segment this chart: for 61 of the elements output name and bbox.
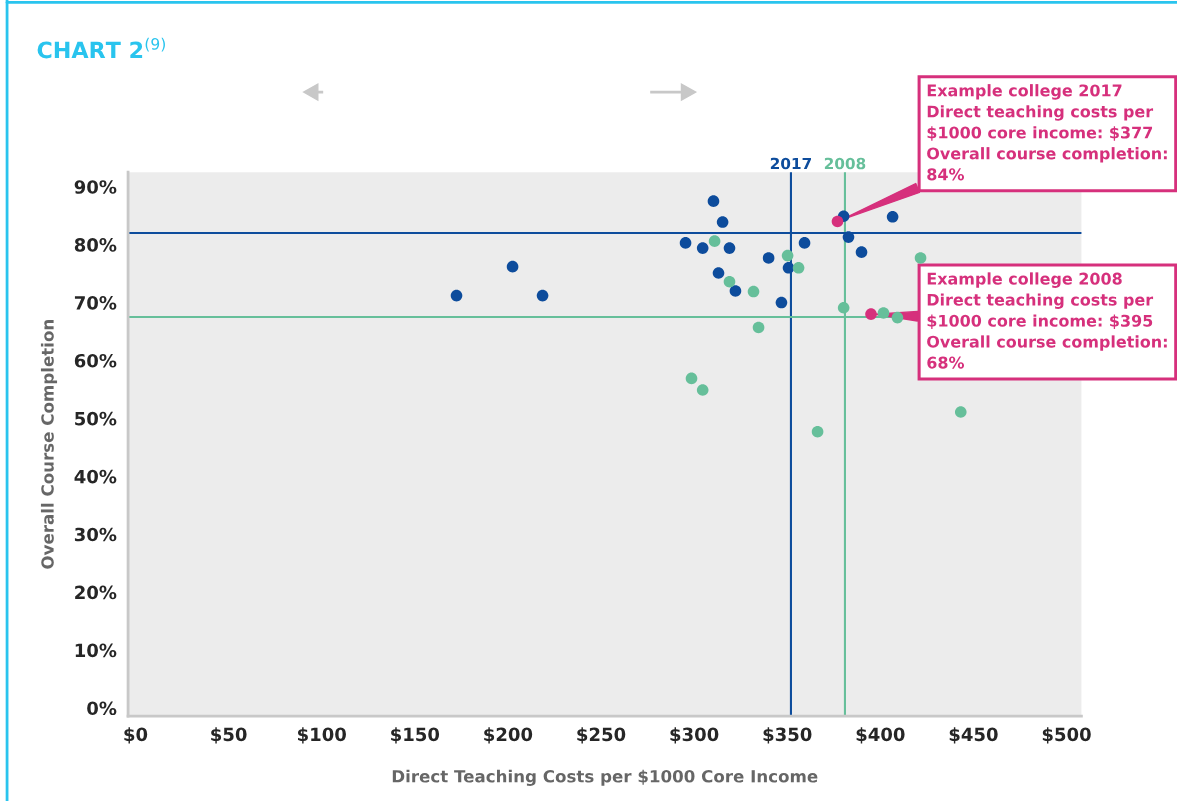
y-tick-label: 80%	[74, 238, 117, 252]
point	[696, 242, 709, 254]
point	[716, 216, 729, 228]
point	[837, 301, 850, 314]
y-tick-label: 90%	[74, 180, 117, 194]
point	[781, 249, 794, 262]
x-tick-label: $450	[949, 727, 998, 744]
x-tick-label: $300	[670, 727, 719, 744]
x-tick-label: $150	[391, 727, 440, 744]
y-tick-label: 50%	[75, 411, 117, 426]
annotation: Example college 2008 Direct teaching costs per $1000 core income: $395 Overall course completion: 68%	[927, 272, 1167, 369]
point	[886, 211, 899, 223]
point	[855, 246, 868, 258]
point	[877, 307, 890, 319]
point	[696, 384, 709, 396]
x-tick-label: $500	[1042, 727, 1091, 744]
point	[679, 237, 692, 249]
point	[775, 296, 788, 309]
point	[865, 308, 877, 320]
x-tick-label: $250	[577, 727, 626, 744]
point	[708, 235, 721, 247]
point	[782, 261, 795, 274]
y-tick-label: 70%	[74, 296, 117, 310]
y-tick-label: 20%	[75, 585, 117, 600]
point	[747, 285, 760, 298]
point	[831, 215, 844, 228]
x-tick-label: $200	[484, 727, 533, 744]
x-axis-title: Direct Teaching Costs per $1000 Core Income	[392, 769, 818, 786]
y-tick-label: 10%	[75, 643, 117, 658]
x-tick-label: $350	[763, 727, 812, 744]
point	[891, 311, 904, 324]
point	[954, 406, 967, 418]
x-tick-label: $50	[211, 727, 247, 744]
point	[762, 252, 775, 264]
y-tick-label: 30%	[74, 527, 117, 542]
y-tick-label: 40%	[74, 469, 117, 484]
y-tick-label: 60%	[74, 353, 117, 368]
point	[685, 372, 698, 385]
point	[723, 242, 736, 254]
annotation: 2017	[770, 157, 811, 170]
point	[536, 289, 549, 302]
point	[712, 267, 725, 279]
point	[506, 260, 519, 273]
point	[723, 275, 736, 288]
x-tick-label: $100	[298, 727, 346, 744]
annotation: 2008	[824, 157, 866, 170]
point	[842, 231, 855, 243]
point	[798, 237, 811, 249]
y-axis-title: Overall Course Completion	[40, 320, 58, 569]
point	[707, 195, 720, 207]
chart-title: CHART 2$^{(9)}$	[37, 37, 165, 59]
x-tick-label: $0	[124, 727, 148, 744]
point	[729, 285, 742, 297]
point	[811, 425, 824, 438]
point	[914, 252, 927, 264]
point	[792, 261, 805, 274]
x-tick-label: $400	[856, 727, 905, 744]
y-tick-label: 0%	[87, 701, 117, 716]
annotation: Example college 2017 Direct teaching costs per $1000 core income: $377 Overall course completion: 84%	[927, 84, 1167, 181]
point	[450, 289, 463, 302]
point	[752, 321, 765, 334]
